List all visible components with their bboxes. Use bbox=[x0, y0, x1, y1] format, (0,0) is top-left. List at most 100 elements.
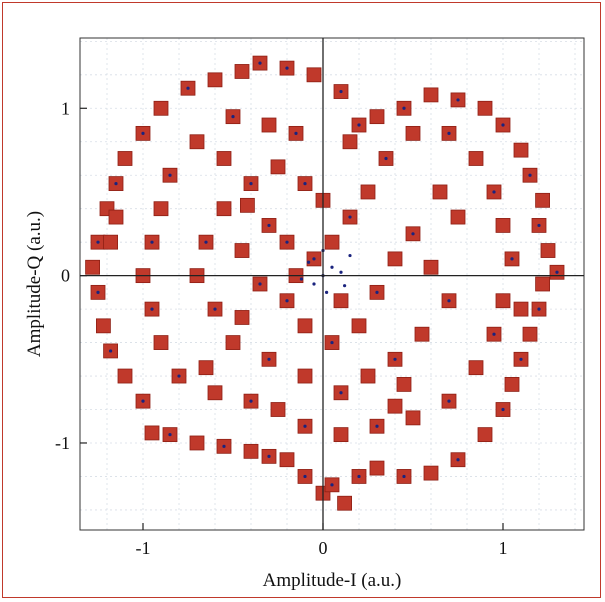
received-point-marker bbox=[495, 293, 511, 309]
ideal-point-marker bbox=[249, 181, 253, 186]
ideal-point-marker bbox=[339, 391, 343, 395]
received-point-marker bbox=[535, 192, 550, 208]
received-point-marker bbox=[450, 209, 466, 225]
received-point-marker bbox=[423, 465, 439, 481]
received-point-marker bbox=[369, 109, 385, 125]
received-point-marker bbox=[513, 142, 529, 158]
received-point-marker bbox=[423, 87, 439, 103]
ideal-point-marker bbox=[330, 483, 334, 487]
received-point-marker bbox=[207, 385, 223, 401]
ideal-point-marker bbox=[150, 307, 154, 311]
ideal-point-marker bbox=[168, 433, 172, 437]
ideal-point-marker bbox=[267, 357, 271, 361]
received-point-marker bbox=[414, 326, 430, 342]
received-point-marker bbox=[108, 209, 124, 225]
received-point-marker bbox=[351, 318, 367, 334]
ideal-point-marker bbox=[456, 458, 460, 462]
ideal-point-marker bbox=[312, 257, 316, 261]
ideal-point-marker bbox=[339, 270, 343, 274]
ideal-point-marker bbox=[519, 357, 523, 361]
ideal-point-marker bbox=[177, 374, 181, 378]
received-point-marker bbox=[297, 318, 313, 334]
received-point-marker bbox=[333, 293, 349, 309]
received-point-marker bbox=[270, 402, 286, 417]
ideal-point-marker bbox=[402, 106, 406, 110]
received-point-marker bbox=[216, 201, 232, 217]
received-point-marker bbox=[279, 452, 295, 468]
ideal-point-marker bbox=[141, 399, 145, 403]
ideal-point-marker bbox=[384, 156, 388, 161]
x-tick-label: 1 bbox=[499, 538, 508, 558]
received-point-marker bbox=[234, 243, 250, 258]
ideal-point-marker bbox=[204, 240, 208, 244]
ideal-point-marker bbox=[456, 98, 460, 102]
y-tick-label: 0 bbox=[61, 266, 70, 286]
received-point-marker bbox=[387, 251, 403, 267]
ideal-point-marker bbox=[330, 340, 334, 345]
ideal-point-marker bbox=[258, 61, 262, 65]
received-point-marker bbox=[189, 134, 205, 150]
ideal-point-marker bbox=[447, 399, 451, 403]
received-point-marker bbox=[117, 368, 133, 384]
plot-border bbox=[79, 37, 585, 531]
ideal-point-marker bbox=[267, 223, 271, 228]
ideal-point-marker bbox=[213, 307, 217, 311]
received-point-marker bbox=[342, 134, 358, 150]
ideal-point-marker bbox=[537, 307, 541, 311]
received-point-marker bbox=[495, 218, 511, 233]
ideal-point-marker bbox=[168, 173, 172, 177]
received-point-marker bbox=[117, 151, 133, 166]
ideal-point-marker bbox=[528, 173, 532, 177]
tick-labels: -1 0 1 -1 0 1 bbox=[55, 98, 508, 558]
received-point-marker bbox=[103, 234, 118, 250]
ideal-point-marker bbox=[258, 282, 262, 286]
ideal-point-marker bbox=[375, 290, 379, 294]
ideal-point-marker bbox=[285, 299, 289, 303]
ideal-point-marker bbox=[303, 474, 307, 479]
received-point-marker bbox=[297, 368, 313, 384]
ideal-point-marker bbox=[348, 253, 352, 258]
ideal-point-marker bbox=[299, 277, 303, 281]
received-point-marker bbox=[540, 243, 556, 258]
received-point-marker bbox=[333, 427, 349, 443]
received-point-marker bbox=[513, 301, 529, 317]
ideal-point-marker bbox=[222, 444, 226, 448]
ideal-point-marker bbox=[307, 260, 311, 264]
axes bbox=[79, 37, 585, 531]
received-point-marker bbox=[243, 443, 259, 459]
received-point-marker bbox=[504, 377, 520, 392]
ideal-point-marker bbox=[150, 240, 154, 244]
received-point-marker bbox=[405, 410, 421, 426]
received-point-marker bbox=[369, 460, 385, 476]
received-point-marker bbox=[522, 326, 538, 342]
ideal-point-marker bbox=[555, 270, 559, 274]
received-point-marker bbox=[261, 117, 277, 133]
received-point-marker bbox=[337, 495, 353, 511]
ideal-point-marker bbox=[447, 131, 451, 135]
ideal-point-marker bbox=[267, 454, 271, 458]
ideal-point-marker bbox=[357, 474, 361, 479]
received-point-marker bbox=[96, 318, 111, 334]
ideal-point-marker bbox=[294, 131, 298, 135]
received-point-marker bbox=[189, 435, 205, 451]
received-point-marker bbox=[234, 310, 250, 325]
ideal-point-marker bbox=[231, 115, 235, 119]
ideal-point-marker bbox=[96, 290, 100, 294]
received-point-marker bbox=[360, 184, 376, 200]
received-point-marker bbox=[144, 425, 160, 441]
y-tick-label: -1 bbox=[55, 433, 70, 453]
x-axis-label: Amplitude-I (a.u.) bbox=[263, 570, 402, 591]
received-point-marker bbox=[239, 197, 255, 213]
received-point-marker bbox=[270, 159, 286, 175]
ideal-point-marker bbox=[492, 332, 496, 336]
y-tick-label: 1 bbox=[61, 98, 70, 118]
ideal-point-marker bbox=[343, 284, 347, 288]
ideal-point-marker bbox=[402, 474, 406, 479]
ideal-point-marker bbox=[492, 190, 496, 194]
received-point-marker bbox=[216, 151, 232, 166]
received-point-marker bbox=[432, 184, 448, 200]
received-point-marker bbox=[225, 335, 241, 350]
received-point-marker bbox=[85, 259, 100, 275]
ideal-point-marker bbox=[303, 424, 307, 428]
